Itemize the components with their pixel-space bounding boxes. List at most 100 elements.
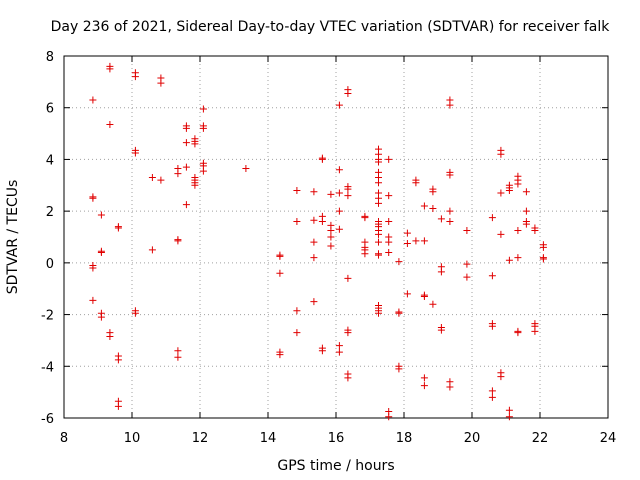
y-tick-label: 2 <box>46 205 54 220</box>
data-point <box>114 224 122 232</box>
data-point <box>539 255 547 263</box>
data-point <box>310 216 318 224</box>
data-point <box>199 105 207 113</box>
x-tick-label: 20 <box>464 431 481 446</box>
data-point <box>395 365 403 373</box>
data-point <box>505 186 513 194</box>
data-point <box>385 192 393 200</box>
data-point <box>106 65 114 73</box>
data-point <box>174 170 182 178</box>
data-point <box>174 237 182 245</box>
data-point <box>327 227 335 235</box>
data-point <box>293 217 301 225</box>
data-point <box>114 402 122 410</box>
data-points <box>89 62 547 421</box>
x-tick-label: 8 <box>60 431 68 446</box>
data-point <box>335 207 343 215</box>
data-point <box>276 351 284 359</box>
x-tick-label: 12 <box>192 431 209 446</box>
data-point <box>318 217 326 225</box>
data-point <box>522 207 530 215</box>
data-point <box>335 225 343 233</box>
data-point <box>429 205 437 213</box>
data-point <box>385 249 393 257</box>
data-point <box>318 155 326 163</box>
data-point <box>106 333 114 341</box>
data-point <box>310 298 318 306</box>
data-point <box>463 227 471 235</box>
data-point <box>412 179 420 187</box>
data-point <box>318 347 326 355</box>
data-point <box>199 124 207 132</box>
data-point <box>514 227 522 235</box>
data-point <box>174 353 182 361</box>
data-point <box>335 101 343 109</box>
data-point <box>531 327 539 335</box>
data-point <box>488 393 496 401</box>
y-tick-label: -2 <box>41 309 54 324</box>
data-point <box>293 307 301 315</box>
data-point <box>327 242 335 250</box>
chart-title: Day 236 of 2021, Sidereal Day-to-day VTE… <box>51 19 611 35</box>
data-point <box>344 374 352 382</box>
data-point <box>420 374 428 382</box>
data-point <box>446 207 454 215</box>
data-point <box>488 322 496 330</box>
data-point <box>242 164 250 172</box>
data-point <box>375 158 382 166</box>
data-point <box>505 406 513 414</box>
data-point <box>293 186 301 194</box>
data-point <box>375 309 382 317</box>
data-point <box>522 220 530 228</box>
data-point <box>395 309 403 317</box>
data-point <box>182 124 190 132</box>
data-point <box>335 166 343 174</box>
data-point <box>89 194 97 202</box>
data-point <box>344 89 352 97</box>
data-point <box>385 413 393 421</box>
data-point <box>446 217 454 225</box>
x-tick-label: 14 <box>260 431 277 446</box>
data-point <box>106 121 114 129</box>
data-point <box>375 251 382 259</box>
data-point <box>89 296 97 304</box>
data-point <box>89 96 97 104</box>
data-point <box>327 190 335 198</box>
data-point <box>344 274 352 282</box>
data-point <box>97 313 105 321</box>
data-point <box>463 273 471 281</box>
data-point <box>310 238 318 246</box>
data-point <box>191 181 199 189</box>
data-point <box>361 214 369 222</box>
data-point <box>446 383 454 391</box>
data-point <box>497 373 505 381</box>
data-point <box>310 254 318 262</box>
plot-frame <box>63 55 609 419</box>
data-point <box>310 188 318 196</box>
data-point <box>335 348 343 356</box>
data-point <box>522 188 530 196</box>
data-point <box>375 238 382 246</box>
data-point <box>437 326 445 334</box>
data-point <box>131 149 139 157</box>
data-point <box>429 300 437 308</box>
x-tick-label: 24 <box>600 431 617 446</box>
data-point <box>420 382 428 390</box>
data-point <box>437 215 445 223</box>
data-point <box>97 249 105 257</box>
data-point <box>157 79 165 87</box>
data-point <box>463 260 471 268</box>
data-point <box>514 329 522 337</box>
data-point <box>131 73 139 81</box>
data-point <box>327 233 335 241</box>
data-point <box>385 155 393 163</box>
x-tick-labels: 8 10 12 14 16 18 20 22 24 <box>60 431 616 446</box>
y-tick-label: 0 <box>46 257 54 272</box>
data-point <box>361 250 369 258</box>
data-point <box>420 292 428 300</box>
data-point <box>446 101 454 109</box>
data-point <box>488 272 496 280</box>
data-point <box>505 256 513 264</box>
data-point <box>488 214 496 222</box>
